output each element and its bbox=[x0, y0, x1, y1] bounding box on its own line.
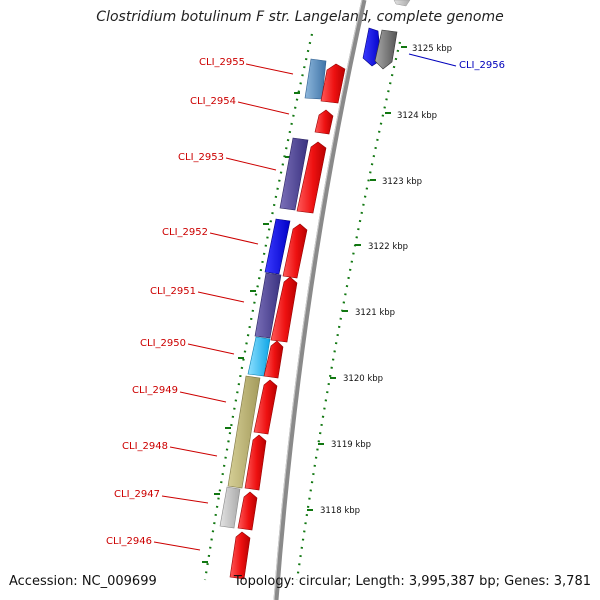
inner-tick-ring bbox=[203, 33, 314, 581]
gene-arrow-cli-2955[interactable] bbox=[320, 63, 346, 104]
gene-arrow-cli-2947[interactable] bbox=[237, 491, 258, 531]
gene-label-cli-2952[interactable]: CLI_2952 bbox=[162, 227, 208, 238]
ruler-label-3121: 3121 kbp bbox=[355, 308, 395, 318]
gene-arrow-cli-2954[interactable] bbox=[314, 109, 334, 135]
gene-arrow-cli-2953[interactable] bbox=[296, 141, 327, 214]
ruler-label-3123: 3123 kbp bbox=[382, 177, 422, 187]
gene-label-cli-2956[interactable]: CLI_2956 bbox=[459, 60, 505, 71]
gene-block-cli-2949[interactable] bbox=[227, 375, 261, 489]
genome-backbone bbox=[273, 0, 367, 600]
gene-label-cli-2954[interactable]: CLI_2954 bbox=[190, 96, 236, 107]
gene-arrow-cli-2952[interactable] bbox=[282, 223, 308, 279]
gene-label-cli-2947[interactable]: CLI_2947 bbox=[114, 489, 160, 500]
ruler-label-3124: 3124 kbp bbox=[397, 111, 437, 121]
gene-label-cli-2953[interactable]: CLI_2953 bbox=[178, 152, 224, 163]
gene-arrow-cli-2948[interactable] bbox=[244, 434, 267, 491]
backbone-highlight bbox=[273, 0, 363, 600]
gene-label-cli-2955[interactable]: CLI_2955 bbox=[199, 57, 245, 68]
gene-label-cli-2948[interactable]: CLI_2948 bbox=[122, 441, 168, 452]
gene-arrow-cli-2951[interactable] bbox=[270, 276, 298, 343]
outer-major-ticks bbox=[307, 46, 407, 511]
gene-arrow-cli-2956[interactable] bbox=[374, 29, 398, 70]
gene-label-cli-2946[interactable]: CLI_2946 bbox=[106, 536, 152, 547]
map-title: Clostridium botulinum F str. Langeland, … bbox=[96, 9, 504, 25]
gene-label-cli-2950[interactable]: CLI_2950 bbox=[140, 338, 186, 349]
gene-arrow-cli-2949[interactable] bbox=[253, 379, 278, 435]
gene-block-cli-2951[interactable] bbox=[254, 272, 282, 339]
ruler-label-3119: 3119 kbp bbox=[331, 440, 371, 450]
gene-arrow-cli-2946[interactable] bbox=[229, 531, 251, 580]
ruler-label-3118: 3118 kbp bbox=[320, 506, 360, 516]
ruler-label-3125: 3125 kbp bbox=[412, 44, 452, 54]
gene-arrow-cli-2950[interactable] bbox=[263, 340, 284, 379]
gene-block-cli-2947[interactable] bbox=[219, 486, 241, 529]
gene-fragment-top bbox=[393, 0, 411, 7]
gene-label-cli-2951[interactable]: CLI_2951 bbox=[150, 286, 196, 297]
gene-block-cli-2952[interactable] bbox=[264, 218, 291, 275]
accession-text: Accession: NC_009699 bbox=[9, 574, 157, 589]
gene-block-cli-2953[interactable] bbox=[279, 137, 309, 211]
leader-lines bbox=[153, 63, 294, 551]
genome-stats: Topology: circular; Length: 3,995,387 bp… bbox=[233, 574, 591, 589]
gene-label-cli-2949[interactable]: CLI_2949 bbox=[132, 385, 178, 396]
ruler-label-3120: 3120 kbp bbox=[343, 374, 383, 384]
ruler-label-3122: 3122 kbp bbox=[368, 242, 408, 252]
leader-line-cli-2956 bbox=[408, 53, 457, 67]
